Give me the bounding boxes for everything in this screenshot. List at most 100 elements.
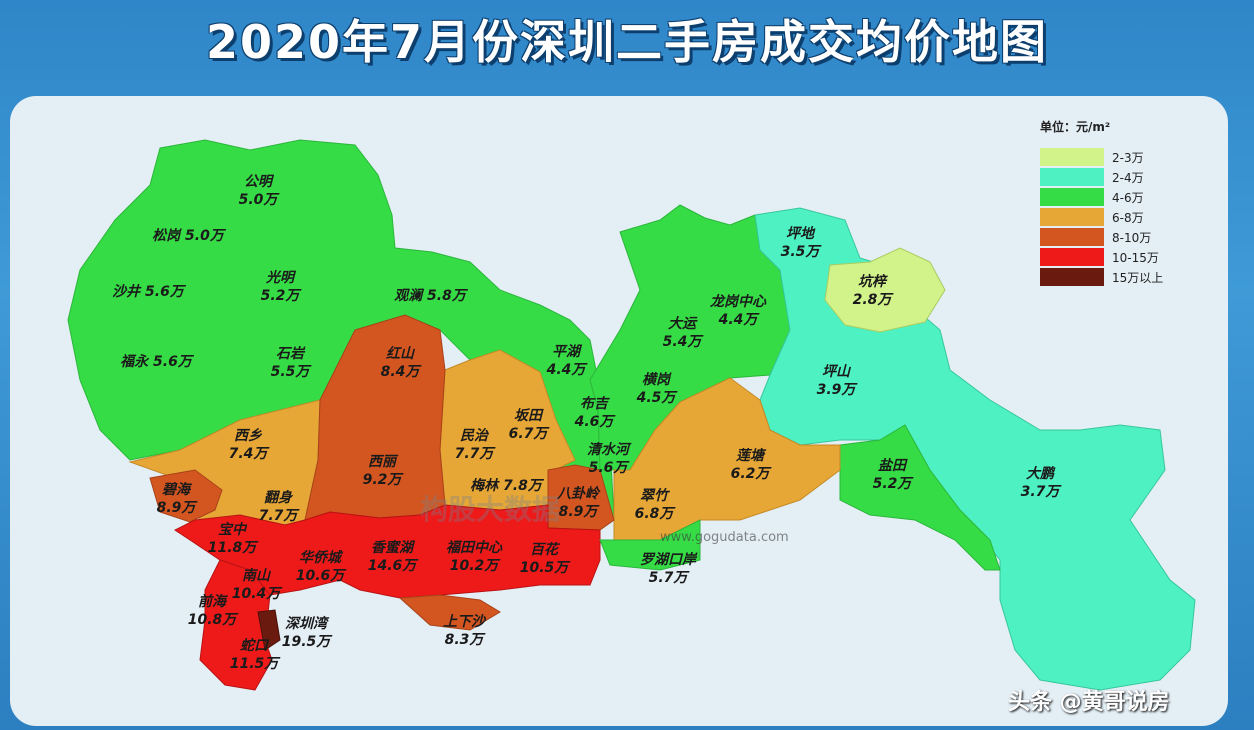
- district-name: 福田中心: [446, 539, 503, 556]
- district-label-longgangzx: 龙岗中心 4.4万: [709, 293, 767, 328]
- district-name: 蛇口: [240, 637, 270, 654]
- district-price: 10.6万: [296, 568, 348, 584]
- district-label-yantian: 盐田 5.2万: [873, 457, 915, 492]
- district-name: 翠竹: [640, 487, 671, 504]
- legend-swatch: [1040, 148, 1104, 166]
- district-name: 宝中: [218, 521, 248, 538]
- district-price: 7.7万: [259, 508, 301, 524]
- legend-item: 4-6万: [1040, 187, 1180, 207]
- region-east-green: [589, 204, 791, 471]
- district-name: 龙岗中心: [709, 293, 767, 310]
- district-price: 19.5万: [282, 634, 334, 650]
- district-label-luohukouan: 罗湖口岸 5.7万: [640, 551, 698, 586]
- district-name-price: 沙井 5.6万: [112, 284, 187, 300]
- district-price: 4.6万: [574, 414, 617, 430]
- district-name: 罗湖口岸: [640, 551, 698, 568]
- district-label-baguaLing: 八卦岭 8.9万: [556, 485, 601, 520]
- district-price: 10.8万: [188, 612, 240, 628]
- district-name: 南山: [242, 567, 272, 584]
- district-name: 红山: [386, 345, 416, 362]
- district-price: 10.4万: [232, 586, 284, 602]
- district-label-buji: 布吉 4.6万: [574, 395, 617, 430]
- district-label-xili: 西丽 9.2万: [363, 454, 405, 488]
- district-price: 7.4万: [229, 446, 271, 462]
- region-shenzhenwan: [257, 609, 281, 651]
- district-name: 大鹏: [1026, 465, 1056, 482]
- district-price: 8.9万: [559, 504, 601, 520]
- district-label-henggang: 横岗 4.5万: [636, 371, 679, 406]
- district-price: 5.4万: [663, 334, 705, 350]
- district-label-shiyan: 石岩 5.5万: [271, 345, 313, 380]
- district-name: 香蜜湖: [371, 539, 416, 556]
- district-price: 3.5万: [781, 244, 823, 260]
- district-name-price: 松岗 5.0万: [152, 227, 227, 244]
- district-name: 石岩: [276, 345, 306, 362]
- district-name: 翻身: [264, 489, 294, 506]
- district-label-bantian: 坂田 6.7万: [509, 408, 551, 442]
- district-name: 碧海: [162, 481, 193, 498]
- district-label-pingdi: 坪地 3.5万: [781, 225, 823, 260]
- district-price: 6.2万: [731, 466, 773, 482]
- district-label-shajing: 沙井 5.6万: [112, 284, 187, 300]
- district-price: 11.5万: [230, 656, 282, 672]
- legend-label: 8-10万: [1112, 230, 1152, 245]
- district-label-huaqiaocheng: 华侨城 10.6万: [296, 549, 348, 584]
- legend-swatch: [1040, 188, 1104, 206]
- district-name-price: 梅林 7.8万: [470, 477, 545, 494]
- district-label-dayun: 大运 5.4万: [663, 315, 705, 350]
- district-name: 深圳湾: [285, 615, 330, 632]
- district-label-xiangmihu: 香蜜湖 14.6万: [368, 539, 420, 574]
- district-label-kengzi: 坑梓 2.8万: [853, 273, 895, 308]
- district-label-qianhai: 前海 10.8万: [188, 593, 240, 628]
- district-name: 民治: [460, 427, 490, 444]
- district-price: 5.6万: [589, 460, 631, 476]
- district-price: 10.5万: [520, 560, 572, 576]
- district-label-nanshan: 南山 10.4万: [232, 567, 284, 602]
- district-name: 布吉: [580, 395, 610, 412]
- district-name-price: 观澜 5.8万: [394, 288, 469, 304]
- legend-swatch: [1040, 168, 1104, 186]
- district-price: 5.2万: [873, 476, 915, 492]
- district-label-xixiang: 西乡 7.4万: [229, 427, 271, 462]
- source-credit: 头条 @黄哥说房: [1008, 690, 1170, 715]
- legend-item: 2-4万: [1040, 167, 1180, 187]
- district-name: 莲塘: [736, 447, 767, 464]
- district-price: 9.2万: [363, 472, 405, 488]
- district-label-guangming: 光明 5.2万: [261, 269, 303, 304]
- district-price: 7.7万: [455, 446, 497, 462]
- region-luohukouan: [599, 519, 701, 571]
- watermark-url: www.gogudata.com: [660, 530, 789, 545]
- legend-swatch: [1040, 268, 1104, 286]
- map-title: 2020年7月份深圳二手房成交均价地图: [205, 15, 1049, 69]
- district-label-shekou: 蛇口 11.5万: [230, 637, 282, 672]
- district-price: 5.2万: [261, 288, 303, 304]
- district-name: 上下沙: [443, 614, 487, 630]
- legend-swatch: [1040, 208, 1104, 226]
- district-name: 盐田: [878, 457, 908, 474]
- legend-swatch: [1040, 228, 1104, 246]
- district-label-shenzhenwan: 深圳湾 19.5万: [282, 615, 334, 650]
- district-price: 5.5万: [271, 364, 313, 380]
- watermark: 构股大数据: [420, 493, 561, 526]
- district-label-hongshan: 红山 8.4万: [381, 345, 423, 380]
- district-label-dapeng: 大鹏 3.7万: [1021, 465, 1063, 500]
- district-name-price: 福永 5.6万: [120, 353, 195, 370]
- district-label-pinghu: 平湖 4.4万: [546, 344, 589, 378]
- district-name: 光明: [265, 269, 297, 286]
- district-name: 前海: [198, 593, 229, 610]
- district-price: 3.9万: [817, 382, 859, 398]
- district-price: 4.5万: [636, 390, 679, 406]
- district-name: 百花: [530, 541, 561, 558]
- district-label-baihua: 百花 10.5万: [520, 541, 572, 576]
- district-price: 2.8万: [853, 292, 895, 308]
- district-label-meilin: 梅林 7.8万: [470, 477, 545, 494]
- district-label-pingshan: 坪山 3.9万: [817, 364, 859, 398]
- district-label-fuyong: 福永 5.6万: [120, 353, 195, 370]
- district-name: 平湖: [552, 344, 583, 360]
- district-label-bihai: 碧海 8.9万: [157, 481, 199, 516]
- district-price: 14.6万: [368, 558, 420, 574]
- district-name: 西乡: [234, 427, 263, 444]
- legend-item: 15万以上: [1040, 267, 1180, 287]
- district-name: 华侨城: [299, 549, 344, 566]
